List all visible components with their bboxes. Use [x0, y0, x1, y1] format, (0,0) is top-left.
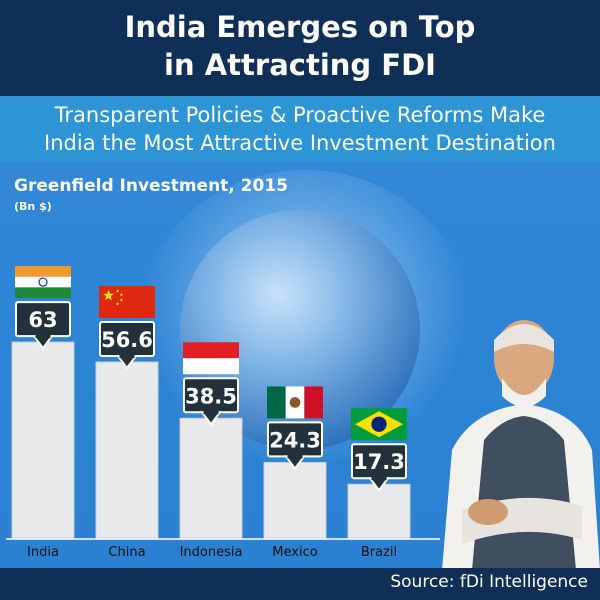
brazil-flag-icon [351, 408, 407, 441]
category-label-indonesia: Indonesia [180, 545, 243, 560]
value-label-china: 56.6 [101, 328, 153, 352]
value-label-india: 63 [28, 308, 57, 332]
title-line-2: in Attracting FDI [164, 48, 436, 82]
value-callout-brazil [351, 443, 407, 492]
category-label-india: India [27, 545, 59, 560]
value-label-brazil: 17.3 [353, 450, 405, 474]
source-credit: Source: fDi Intelligence [390, 572, 588, 592]
india-flag-icon [15, 266, 71, 299]
bar-india [11, 341, 75, 539]
bar-group-india: 63 India [11, 266, 75, 560]
bar-group-china: 56.6 China [95, 285, 159, 560]
footer-bar [0, 568, 600, 600]
header-banner: India Emerges on Top in Attracting FDI [0, 0, 600, 96]
title-line-1: India Emerges on Top [124, 10, 476, 44]
category-label-mexico: Mexico [272, 545, 317, 560]
chart-title: Greenfield Investment, 2015 [14, 176, 288, 196]
subtitle-line-1: Transparent Policies & Proactive Reforms… [54, 103, 546, 127]
mexico-flag-icon [267, 386, 323, 419]
subtitle-banner: Transparent Policies & Proactive Reforms… [0, 96, 600, 162]
value-callout-mexico [267, 421, 323, 471]
value-callout-india [15, 301, 71, 350]
value-label-indonesia: 38.5 [185, 384, 237, 408]
chart-unit-label: (Bn $) [14, 200, 52, 213]
bar-group-indonesia: 38.5 Indonesia [179, 342, 243, 560]
bar-group-mexico: 24.3 Mexico [263, 386, 327, 560]
value-callout-indonesia [183, 377, 239, 426]
bar-china [95, 361, 159, 539]
bar-mexico [263, 461, 327, 539]
value-label-mexico: 24.3 [269, 428, 321, 452]
bar-indonesia [179, 417, 243, 539]
china-flag-icon [99, 285, 155, 318]
bar-brazil [347, 483, 411, 539]
bar-group-brazil: 17.3 Brazil [347, 408, 411, 560]
category-label-brazil: Brazil [361, 545, 397, 560]
indonesia-flag-icon [183, 342, 239, 375]
subtitle-line-2: India the Most Attractive Investment Des… [44, 131, 556, 155]
category-label-china: China [108, 545, 145, 560]
value-callout-china [99, 320, 155, 370]
person-photo [442, 320, 600, 570]
